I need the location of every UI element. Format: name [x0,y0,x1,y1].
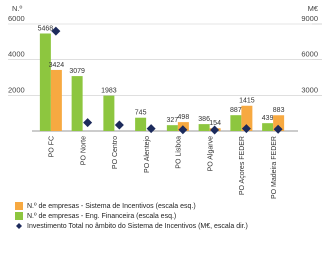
bar [50,69,62,131]
value-label: 439 [262,115,274,122]
bar [135,117,147,131]
bar [230,115,242,131]
x-tick-label: PO Lisboa [176,136,183,169]
bar [241,105,253,131]
x-tick-label: PO Centro [112,136,119,169]
x-tick-label: PO Alentejo [144,136,151,173]
legend-marker [16,223,22,229]
x-tick-label: PO FC [49,136,56,157]
legend-marker [15,212,23,220]
x-tick-label: PO Norte [80,136,87,165]
diamond [273,124,283,134]
value-label: 3079 [69,68,85,75]
legend-label: Investimento Total no âmbito do Sistema … [27,223,248,230]
diamond [210,125,220,135]
bar [262,123,274,131]
value-label: 154 [209,120,221,127]
value-label: 386 [198,116,210,123]
value-label: 1415 [239,98,255,105]
bar [71,76,83,131]
value-label: 745 [135,110,147,117]
x-tick-label: PO Açores FEDER [239,136,246,195]
bar [103,95,115,131]
y-tick-label: 4000 [8,50,25,59]
diamond [114,120,124,130]
y2-tick-label: 9000 [301,14,318,23]
legend-label: N.º de empresas - Sistema de Incentivos … [27,203,196,210]
diamond [241,124,251,134]
y-tick-label: 6000 [8,14,25,23]
value-label: 5468 [38,25,54,32]
y-axis-label: N.º [12,4,23,13]
diamond [178,125,188,135]
y2-tick-label: 6000 [301,50,318,59]
value-label: 3424 [49,62,65,69]
diamond [51,26,61,36]
y-tick-label: 2000 [8,85,25,94]
legend-label: N.º de empresas - Eng. Financeira (escal… [27,213,176,220]
x-tick-label: PO Algarve [207,136,214,172]
value-label: 327 [167,117,179,124]
bar [273,115,285,131]
value-label: 498 [178,114,190,121]
value-label: 887 [230,107,242,114]
y2-axis-label: M€ [308,4,319,13]
value-label: 883 [273,107,285,114]
diamond [146,124,156,134]
bar [166,125,178,131]
diamond [83,118,93,128]
bar [198,124,210,131]
bar [39,33,51,131]
y2-tick-label: 3000 [301,85,318,94]
value-label: 1983 [101,87,117,94]
legend-marker [15,202,23,210]
x-tick-label: PO Madeira FEDER [271,136,278,199]
